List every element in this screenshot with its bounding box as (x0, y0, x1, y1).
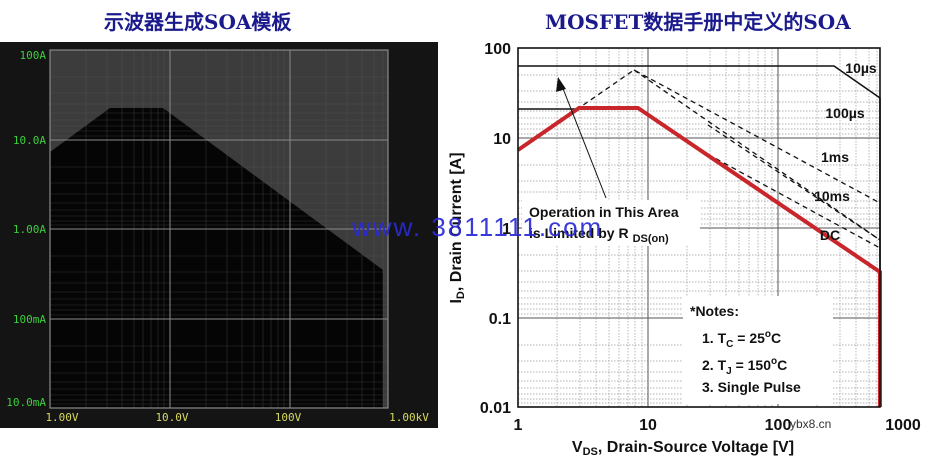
note-1: 1. TC = 25oC (702, 329, 781, 350)
y-tick-100: 100 (484, 41, 511, 58)
rds-note-line2: is Limited by R (529, 225, 629, 241)
x-axis-label: VDS, Drain-Source Voltage [V] (572, 439, 794, 456)
curve-100us (575, 69, 881, 204)
arrow-head-icon (556, 77, 566, 92)
y-tick-0-01: 0.01 (480, 400, 511, 417)
x-tick-10: 10 (639, 417, 657, 434)
x-tick-1: 1 (514, 417, 523, 434)
note-3: 3. Single Pulse (702, 379, 801, 395)
arrow-line (561, 85, 607, 199)
notes-heading: *Notes: (690, 303, 739, 319)
y-tick-0-1: 0.1 (489, 311, 511, 328)
label-10ms: 10ms (814, 188, 850, 204)
plot-frame (517, 47, 881, 408)
y-tick-10: 10 (493, 131, 511, 148)
y-label-1a: 1.00A (13, 223, 46, 236)
curve-1ms (633, 69, 881, 241)
y-axis-label: ID, Drain Current [A] (448, 152, 467, 303)
y-tick-1: 1 (502, 221, 511, 238)
svg-text:is Limited by RDS(on): is Limited by R DS(on) (529, 225, 669, 245)
label-100us: 100µs (825, 105, 864, 121)
y-label-10a: 10.0A (13, 134, 46, 147)
rds-note-bg (522, 200, 700, 246)
note-2: 2. TJ = 150oC (702, 356, 787, 377)
oscilloscope-soa-panel: 100A 10.0A 1.00A 100mA 10.0mA 1.00V 10.0… (0, 42, 438, 428)
watermark-bottom: ybx8.cn (790, 417, 832, 431)
y-label-10ma: 10.0mA (6, 396, 46, 409)
x-tick-100: 100 (765, 417, 792, 434)
plot-frame (49, 49, 389, 409)
x-label-1v: 1.00V (45, 411, 78, 424)
x-tick-1000: 1000 (885, 417, 921, 434)
x-label-1kv: 1.00kV (389, 411, 429, 424)
pulse-curves (575, 69, 881, 249)
label-10us: 10µs (845, 60, 877, 76)
x-label-10v: 10.0V (155, 411, 188, 424)
rds-note-sub: DS(on) (633, 233, 669, 245)
y-label-100ma: 100mA (13, 313, 46, 326)
major-grid (50, 50, 388, 408)
label-1ms: 1ms (821, 149, 849, 165)
watermark-center: www. 3811111.com (352, 212, 604, 242)
x-label-100v: 100V (275, 411, 302, 424)
mosfet-datasheet-soa-chart: 10µs 100µs 1ms 10ms DC Operation in This… (448, 41, 921, 456)
rds-note-line1: Operation in This Area (529, 204, 679, 220)
curve-10ms (699, 149, 881, 249)
left-chart-title: 示波器生成SOA模板 (104, 10, 292, 34)
label-dc: DC (820, 227, 840, 243)
oscilloscope-soa-chart: 100A 10.0A 1.00A 100mA 10.0mA 1.00V 10.0… (6, 49, 429, 424)
y-label-100a: 100A (20, 49, 47, 62)
notes-bg (683, 296, 833, 404)
right-chart-title: MOSFET数据手册中定义的SOA (545, 10, 851, 34)
